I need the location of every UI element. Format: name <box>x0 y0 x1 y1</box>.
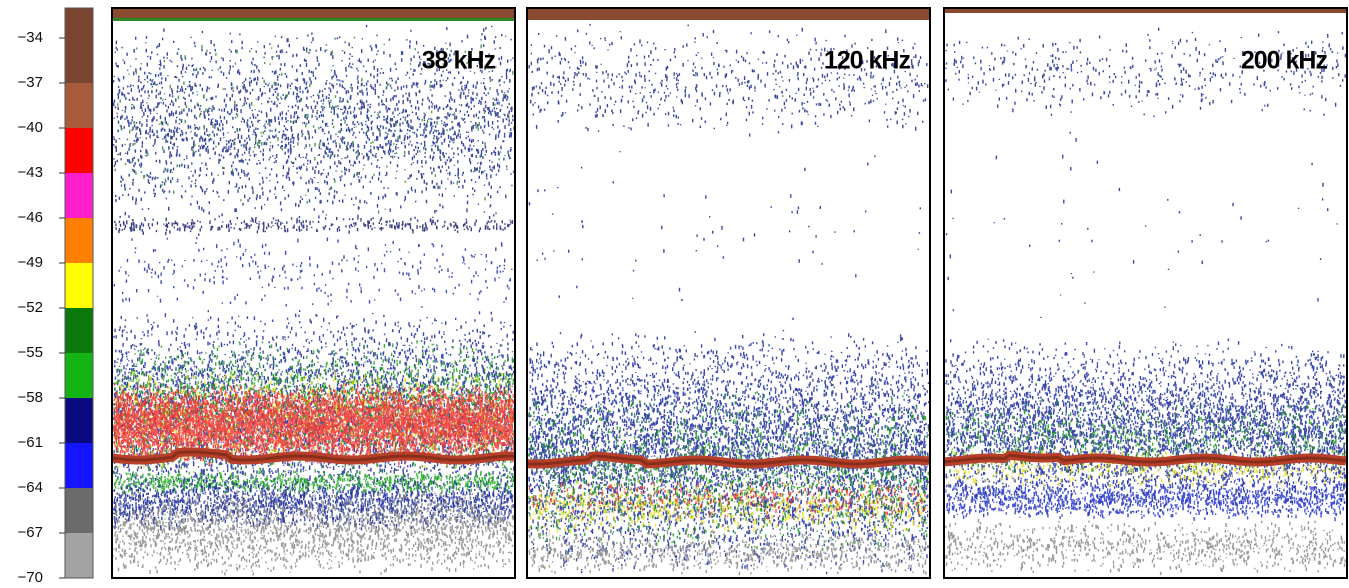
echo-speckle <box>945 399 1347 480</box>
colorbar-tick-label: −34 <box>18 29 43 46</box>
echo-speckle <box>114 216 514 236</box>
colorbar-tick-label: −55 <box>18 344 43 361</box>
echogram-panel: 38 kHz <box>111 7 516 579</box>
colorbar-tick-label: −46 <box>18 209 43 226</box>
panel-frame <box>526 7 931 579</box>
colorbar-block <box>65 218 93 263</box>
echo-speckle <box>113 489 514 576</box>
colorbar-tick-label: −64 <box>18 479 43 496</box>
echo-speckle <box>528 529 927 576</box>
echo-speckle <box>114 470 514 495</box>
colorbar-block <box>65 533 93 578</box>
colorbar-frame <box>64 7 94 579</box>
panel-frame <box>943 7 1348 579</box>
colorbar-block <box>65 263 93 308</box>
colorbar-block <box>65 398 93 443</box>
colorbar-tick-label: −40 <box>18 119 43 136</box>
colorbar-block <box>65 353 93 398</box>
panel-topbar <box>112 8 515 20</box>
panel-frame <box>111 7 516 579</box>
echo-line-core <box>943 453 1347 464</box>
echo-speckle <box>113 24 515 224</box>
echo-line-core <box>111 450 515 462</box>
colorbar-tick-label: −61 <box>18 434 43 451</box>
echo-speckle <box>528 479 926 521</box>
echo-speckle <box>945 518 1346 576</box>
colorbar-tick-label: −70 <box>18 569 43 586</box>
panel-label: 200 kHz <box>1241 47 1328 75</box>
colorbar-block <box>65 128 93 173</box>
echogram-panel: 200 kHz <box>943 7 1348 579</box>
panel-topline <box>112 18 515 21</box>
echo-speckle <box>945 338 1347 518</box>
colorbar-tick-label: −37 <box>18 74 43 91</box>
echo-speckle <box>113 383 515 467</box>
panel-topbar <box>527 8 930 20</box>
colorbar-block <box>65 488 93 533</box>
echogram-panel: 120 kHz <box>526 7 931 579</box>
colorbar-tick-label: −58 <box>18 389 43 406</box>
panel-label: 38 kHz <box>422 47 496 75</box>
colorbar-block <box>65 83 93 128</box>
colorbar-tick-label: −43 <box>18 164 43 181</box>
colorbar-block <box>65 308 93 353</box>
echo-speckle <box>945 478 1347 522</box>
colorbar-tick-label: −49 <box>18 254 43 271</box>
colorbar-tick-label: −52 <box>18 299 43 316</box>
echo-speckle <box>528 329 930 575</box>
echo-speckle <box>113 478 514 531</box>
colorbar-tick-label: −67 <box>18 524 43 541</box>
colorbar-block <box>65 8 93 83</box>
colorbar-block <box>65 443 93 488</box>
echo-speckle <box>113 310 515 532</box>
colorbar-block <box>65 173 93 218</box>
panel-label: 120 kHz <box>824 47 911 75</box>
echo-line-core <box>526 454 930 466</box>
echo-speckle <box>113 388 515 460</box>
panel-topbar <box>944 8 1347 13</box>
echo-speckle <box>528 479 929 534</box>
